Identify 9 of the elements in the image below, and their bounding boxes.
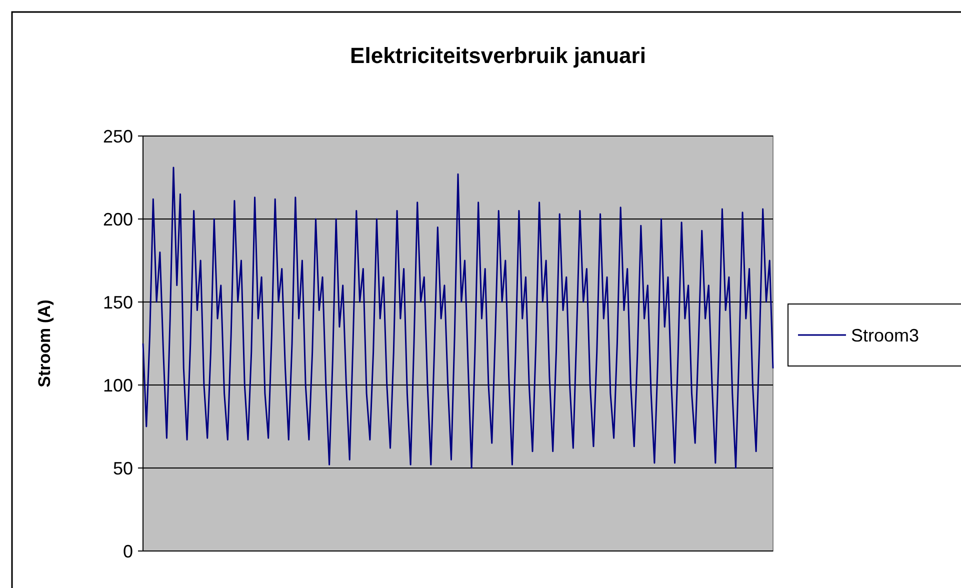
y-tick-label: 0 [122, 541, 133, 562]
y-axis-title: Stroom (A) [35, 300, 54, 388]
y-tick-label: 200 [102, 209, 133, 230]
y-tick-label: 250 [102, 126, 133, 146]
legend-label: Stroom3 [851, 325, 920, 346]
y-tick-label: 50 [112, 458, 133, 478]
y-tick-label: 100 [102, 375, 133, 396]
chart-title: Elektriciteitsverbruik januari [350, 43, 646, 68]
y-tick-label: 150 [102, 292, 133, 312]
